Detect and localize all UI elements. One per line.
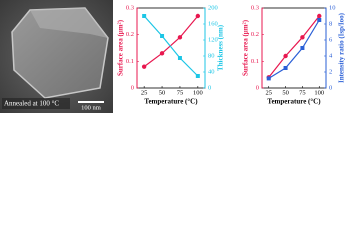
x-tick-label: 50 [159,89,166,96]
marker [177,35,183,40]
y-tick-label: 0 [256,84,259,91]
figure: Annealed at 100 °C 100 nm 25 50 75 100Tempe… [0,0,346,113]
y-tick-label: 0.3 [126,4,134,11]
series-line [268,19,320,79]
y-tick-label: 0.3 [251,4,259,11]
series-line [143,15,199,77]
crystal-facet [30,8,108,38]
marker [160,34,165,38]
x-tick-label: 100 [314,89,324,96]
y-axis-label: Surface area (μm²) [117,19,125,76]
marker [317,13,322,19]
series-line [268,15,320,78]
y2-tick-label: 4 [329,52,333,59]
annotation: Annealed at 100 °C [4,100,59,108]
marker [317,18,322,22]
y-tick-label: 0.2 [251,31,259,38]
y-tick-label: 0.1 [126,58,134,65]
y2-tick-label: 8 [329,20,332,27]
y2-tick-label: 0 [208,84,211,91]
marker [266,76,271,81]
y2-axis-label: Thickness (nm) [217,24,225,71]
y-tick-label: 0.2 [126,31,134,38]
y2-tick-label: 200 [208,4,218,11]
y-axis-label: Surface area (μm²) [242,19,250,76]
x-tick-label: 100 [193,89,203,96]
y2-tick-label: 80 [208,52,215,59]
x-tick-label: 25 [141,89,148,96]
y2-tick-label: 0 [329,84,332,91]
scale-bar-label: 100 nm [81,104,101,111]
x-tick-label: 75 [177,89,184,96]
marker [283,66,288,70]
y2-tick-label: 160 [208,20,218,27]
y-tick-label: 0.1 [251,58,259,65]
marker [141,64,147,69]
x-tick-label: 50 [282,89,289,96]
x-tick-label: 75 [299,89,306,96]
x-axis-label: Temperature (°C) [144,98,198,106]
y2-tick-label: 120 [208,36,218,43]
y2-axis-label: Intensity ratio (Isp/Ioo) [338,12,346,83]
marker [195,74,200,78]
y2-tick-label: 6 [329,36,333,43]
marker [300,46,305,50]
marker [142,14,147,18]
y2-tick-label: 10 [329,4,336,11]
marker [177,56,182,60]
annotation-bg [2,98,70,109]
y2-tick-label: 40 [208,68,215,75]
y-tick-label: 0 [131,84,134,91]
marker [195,13,201,19]
x-axis-label: Temperature (°C) [267,98,321,106]
marker [159,51,165,56]
x-tick-label: 25 [265,89,272,96]
y2-tick-label: 2 [329,68,332,75]
marker [300,35,305,40]
marker [283,53,288,59]
series-line [143,15,199,68]
